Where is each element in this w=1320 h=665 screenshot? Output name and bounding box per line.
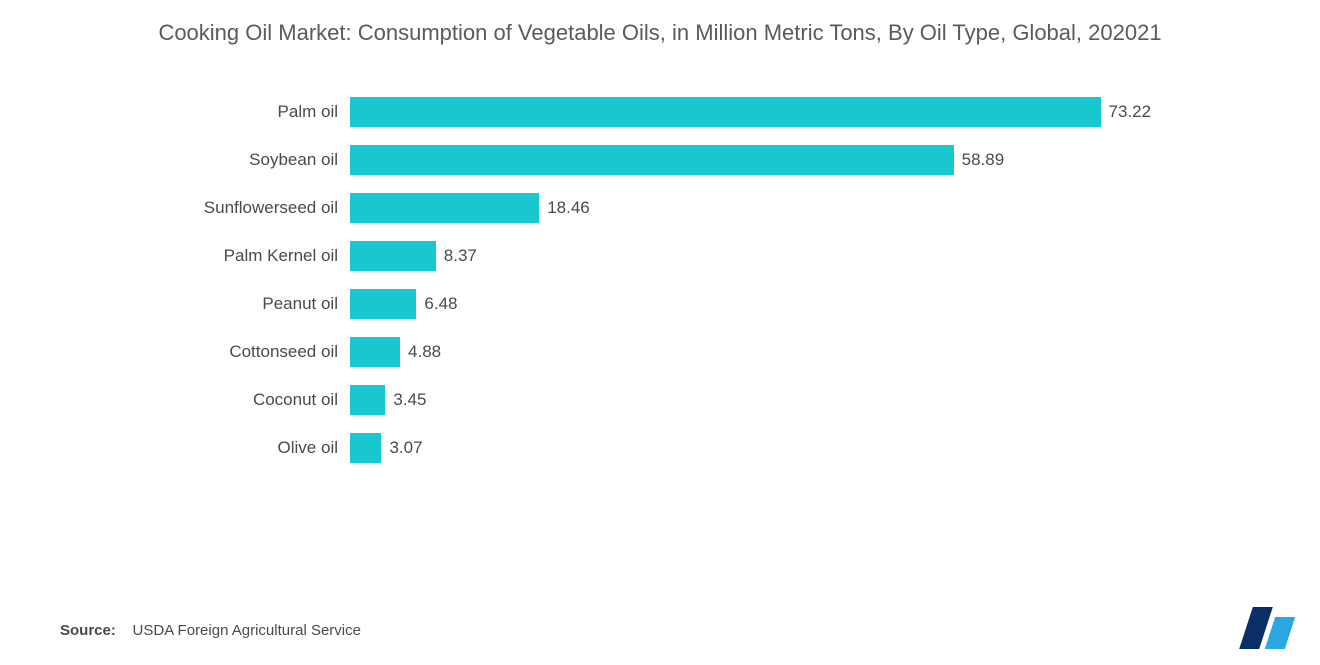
chart-title: Cooking Oil Market: Consumption of Veget…: [110, 18, 1210, 48]
bar: [350, 385, 385, 415]
bar-chart: Palm oil 73.22 Soybean oil 58.89 Sunflowerse…: [120, 88, 1170, 472]
source-footer: Source: USDA Foreign Agricultural Servic…: [60, 622, 361, 639]
value-label: 58.89: [954, 150, 1005, 170]
bar-row: Soybean oil 58.89: [120, 136, 1170, 184]
category-label: Palm oil: [120, 102, 350, 122]
bar-row: Palm Kernel oil 8.37: [120, 232, 1170, 280]
category-label: Coconut oil: [120, 390, 350, 410]
bar-track: 6.48: [350, 280, 1170, 328]
bar-track: 18.46: [350, 184, 1170, 232]
value-label: 6.48: [416, 294, 457, 314]
bar: [350, 337, 400, 367]
value-label: 8.37: [436, 246, 477, 266]
value-label: 4.88: [400, 342, 441, 362]
bar-row: Sunflowerseed oil 18.46: [120, 184, 1170, 232]
bar-row: Palm oil 73.22: [120, 88, 1170, 136]
bar-row: Coconut oil 3.45: [120, 376, 1170, 424]
bar-track: 73.22: [350, 88, 1170, 136]
bar-row: Olive oil 3.07: [120, 424, 1170, 472]
bar-track: 4.88: [350, 328, 1170, 376]
category-label: Olive oil: [120, 438, 350, 458]
bar: [350, 145, 954, 175]
value-label: 3.45: [385, 390, 426, 410]
category-label: Soybean oil: [120, 150, 350, 170]
bar: [350, 433, 381, 463]
category-label: Peanut oil: [120, 294, 350, 314]
value-label: 3.07: [381, 438, 422, 458]
bar-row: Peanut oil 6.48: [120, 280, 1170, 328]
value-label: 18.46: [539, 198, 590, 218]
bar: [350, 289, 416, 319]
bar-track: 3.45: [350, 376, 1170, 424]
bar-row: Cottonseed oil 4.88: [120, 328, 1170, 376]
source-label: Source:: [60, 622, 116, 639]
source-text: USDA Foreign Agricultural Service: [133, 622, 361, 639]
value-label: 73.22: [1101, 102, 1152, 122]
bar-track: 58.89: [350, 136, 1170, 184]
bar: [350, 241, 436, 271]
bar-track: 3.07: [350, 424, 1170, 472]
category-label: Cottonseed oil: [120, 342, 350, 362]
bar: [350, 193, 539, 223]
bar: [350, 97, 1101, 127]
category-label: Sunflowerseed oil: [120, 198, 350, 218]
bar-track: 8.37: [350, 232, 1170, 280]
category-label: Palm Kernel oil: [120, 246, 350, 266]
brand-logo-icon: [1246, 607, 1290, 649]
